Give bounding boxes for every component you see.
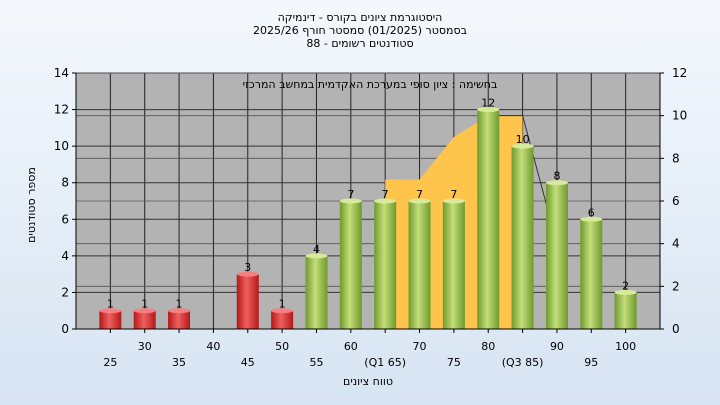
y-tick-label-right: 6 (672, 194, 680, 208)
histogram-bar (305, 255, 328, 329)
histogram-bar (339, 201, 362, 329)
y-tick-label-right: 10 (672, 109, 687, 123)
x-tick-label: 30 (138, 340, 152, 353)
histogram-bar-cap (511, 143, 534, 149)
histogram-bar-cap (168, 308, 191, 314)
histogram-bar-cap (133, 308, 156, 314)
x-tick-label: 70 (413, 340, 427, 353)
chart-subtitle: בחשימה : ציון סופי במערכת האקדמית במחשב … (243, 78, 498, 91)
bar-value-label: 7 (416, 188, 423, 201)
bar-value-label: 3 (244, 261, 251, 274)
chart-title-line-3: סטודנטים רשומים - 88 (306, 37, 414, 50)
x-tick-label: 75 (447, 356, 461, 369)
bar-value-label: 6 (588, 206, 595, 219)
histogram-bar (236, 274, 259, 329)
x-tick-label: 40 (206, 340, 220, 353)
histogram-bar (168, 310, 191, 329)
x-tick-label: 50 (275, 340, 289, 353)
bar-value-label: 7 (347, 188, 354, 201)
chart-title-line-2: בסמסטר (01/2025) סמסטר חורף 2025/26 (253, 24, 467, 37)
axes-layer: 024681012140246810122530354045505560(Q1 … (54, 66, 688, 369)
histogram-bar (99, 310, 122, 329)
y-tick-label-left: 2 (61, 285, 69, 299)
y-tick-label-right: 2 (672, 279, 680, 293)
x-axis-label: טווח ציונים (343, 375, 393, 388)
x-tick-label: 55 (309, 356, 323, 369)
histogram-bar-cap (614, 289, 637, 295)
histogram-bar (271, 310, 294, 329)
bars-layer: 1 1 1 3 1 4 7 7 7 7 12 10 8 6 2 (99, 97, 637, 329)
histogram-bar-cap (580, 216, 603, 222)
y-tick-label-right: 4 (672, 237, 680, 251)
x-tick-label: 35 (172, 356, 186, 369)
x-tick-label: 95 (584, 356, 598, 369)
y-tick-label-right: 0 (672, 322, 680, 336)
y-tick-label-left: 12 (54, 103, 69, 117)
y-tick-label-left: 10 (54, 139, 69, 153)
histogram-bar (133, 310, 156, 329)
histogram-bar-cap (545, 180, 568, 186)
x-tick-label: 90 (550, 340, 564, 353)
histogram-bar (442, 201, 465, 329)
bar-value-label: 1 (141, 298, 148, 311)
y-tick-label-left: 8 (61, 176, 69, 190)
histogram-bar-cap (99, 308, 122, 314)
bar-value-label: 10 (516, 133, 530, 146)
y-tick-label-right: 8 (672, 151, 680, 165)
bar-value-label: 1 (107, 298, 114, 311)
histogram-bar-cap (442, 198, 465, 204)
histogram-bar-cap (408, 198, 431, 204)
histogram-bar-cap (477, 107, 500, 113)
y-tick-label-left: 4 (61, 249, 69, 263)
x-tick-label: 45 (241, 356, 255, 369)
bar-value-label: 1 (279, 298, 286, 311)
distribution-line (488, 115, 558, 244)
y-axis-label: מספר סטודנטים (25, 167, 38, 243)
bar-value-label: 7 (382, 188, 389, 201)
y-tick-label-left: 14 (54, 66, 69, 80)
x-tick-label: (Q3 85) (502, 356, 544, 369)
y-tick-label-right: 12 (672, 66, 687, 80)
y-tick-label-left: 6 (61, 212, 69, 226)
histogram-bar-cap (236, 271, 259, 277)
y-tick-label-left: 0 (61, 322, 69, 336)
histogram-bar (511, 146, 534, 329)
x-tick-label: 80 (481, 340, 495, 353)
chart-title-line-1: היסטוגרמת ציונים בקורס - דינמיקה (277, 11, 443, 24)
histogram-bar (614, 292, 637, 329)
bar-value-label: 2 (622, 279, 629, 292)
bar-value-label: 7 (450, 188, 457, 201)
bar-value-label: 4 (313, 243, 320, 256)
histogram-bar-cap (305, 253, 328, 259)
x-tick-label: 100 (615, 340, 636, 353)
histogram-bar (477, 109, 500, 329)
histogram-bar (545, 182, 568, 329)
bar-value-label: 8 (553, 170, 560, 183)
bar-value-label: 12 (481, 97, 495, 110)
histogram-bar (580, 219, 603, 329)
histogram-bar-cap (271, 308, 294, 314)
x-tick-label: 25 (103, 356, 117, 369)
histogram-bar (408, 201, 431, 329)
histogram-bar-cap (374, 198, 397, 204)
histogram-bar-cap (339, 198, 362, 204)
histogram-bar (374, 201, 397, 329)
x-tick-label: (Q1 65) (364, 356, 406, 369)
x-tick-label: 60 (344, 340, 358, 353)
bar-value-label: 1 (176, 298, 183, 311)
